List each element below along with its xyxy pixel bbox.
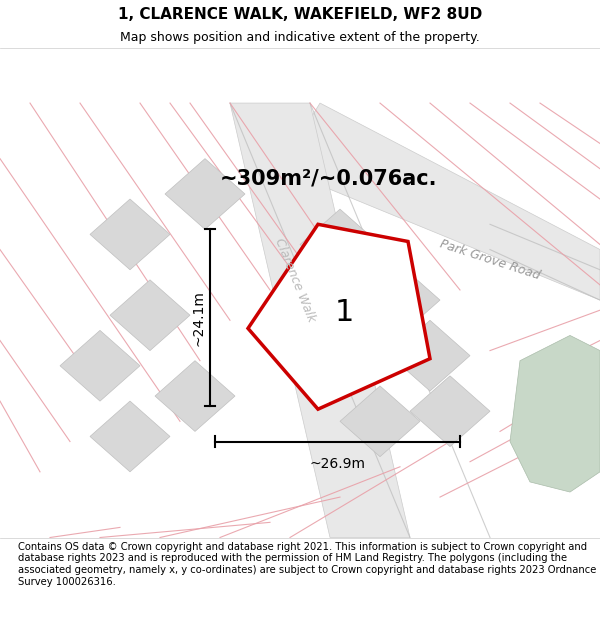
Polygon shape [310, 320, 390, 391]
Polygon shape [390, 320, 470, 391]
Polygon shape [90, 401, 170, 472]
Polygon shape [410, 376, 490, 447]
Text: Contains OS data © Crown copyright and database right 2021. This information is : Contains OS data © Crown copyright and d… [18, 542, 596, 587]
Polygon shape [280, 103, 600, 300]
Polygon shape [360, 265, 440, 336]
Polygon shape [90, 199, 170, 270]
Polygon shape [155, 361, 235, 431]
Text: Map shows position and indicative extent of the property.: Map shows position and indicative extent… [120, 31, 480, 44]
Polygon shape [510, 336, 600, 492]
Polygon shape [300, 209, 380, 280]
Polygon shape [60, 331, 140, 401]
Polygon shape [340, 386, 420, 457]
Polygon shape [248, 224, 430, 409]
Text: ~309m²/~0.076ac.: ~309m²/~0.076ac. [220, 169, 437, 189]
Text: Park Grove Road: Park Grove Road [438, 238, 542, 282]
Polygon shape [110, 280, 190, 351]
Text: ~24.1m: ~24.1m [191, 290, 205, 346]
Text: Clarence Walk: Clarence Walk [272, 236, 318, 324]
Polygon shape [165, 159, 245, 229]
Text: 1: 1 [335, 298, 354, 327]
Text: ~26.9m: ~26.9m [310, 457, 365, 471]
Text: 1, CLARENCE WALK, WAKEFIELD, WF2 8UD: 1, CLARENCE WALK, WAKEFIELD, WF2 8UD [118, 7, 482, 22]
Polygon shape [230, 103, 410, 538]
